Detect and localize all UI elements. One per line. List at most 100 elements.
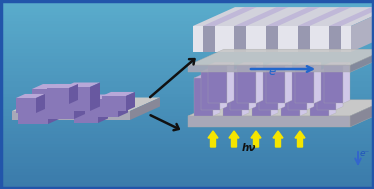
Bar bbox=[0, 41, 374, 44]
Polygon shape bbox=[266, 65, 285, 103]
Polygon shape bbox=[69, 84, 78, 104]
Polygon shape bbox=[237, 62, 263, 65]
Polygon shape bbox=[324, 65, 343, 103]
Polygon shape bbox=[230, 72, 249, 110]
Bar bbox=[0, 154, 374, 157]
Bar bbox=[0, 139, 374, 142]
Polygon shape bbox=[295, 65, 314, 103]
Bar bbox=[0, 183, 374, 186]
FancyArrow shape bbox=[229, 131, 239, 147]
Bar bbox=[0, 63, 374, 66]
Bar bbox=[0, 22, 374, 25]
Text: hν: hν bbox=[242, 143, 256, 153]
Polygon shape bbox=[252, 75, 278, 78]
Polygon shape bbox=[307, 69, 314, 110]
Bar bbox=[0, 107, 374, 110]
FancyArrow shape bbox=[251, 131, 261, 147]
Polygon shape bbox=[237, 65, 256, 103]
Polygon shape bbox=[90, 99, 118, 117]
Bar bbox=[0, 142, 374, 145]
Polygon shape bbox=[18, 100, 48, 124]
Polygon shape bbox=[16, 94, 45, 98]
Polygon shape bbox=[298, 26, 310, 52]
Polygon shape bbox=[230, 69, 256, 72]
Bar bbox=[0, 47, 374, 50]
Polygon shape bbox=[288, 69, 314, 72]
Bar bbox=[0, 60, 374, 63]
Polygon shape bbox=[64, 83, 100, 87]
Polygon shape bbox=[266, 26, 278, 52]
Bar bbox=[0, 9, 374, 13]
Bar bbox=[0, 91, 374, 94]
Polygon shape bbox=[329, 75, 336, 116]
Bar bbox=[0, 6, 374, 9]
Polygon shape bbox=[18, 95, 60, 100]
Bar bbox=[0, 148, 374, 151]
FancyArrow shape bbox=[208, 131, 218, 147]
Bar bbox=[0, 32, 374, 35]
Polygon shape bbox=[12, 111, 130, 120]
Bar bbox=[0, 53, 374, 57]
Bar bbox=[0, 176, 374, 180]
Polygon shape bbox=[256, 62, 263, 103]
Bar bbox=[0, 79, 374, 82]
Polygon shape bbox=[223, 78, 242, 116]
Polygon shape bbox=[329, 7, 374, 26]
Polygon shape bbox=[336, 69, 343, 110]
Polygon shape bbox=[281, 75, 307, 78]
Bar bbox=[0, 72, 374, 76]
Polygon shape bbox=[295, 62, 321, 65]
Polygon shape bbox=[234, 7, 288, 26]
Polygon shape bbox=[188, 49, 374, 65]
Polygon shape bbox=[223, 75, 249, 78]
Polygon shape bbox=[259, 72, 278, 110]
Bar bbox=[0, 82, 374, 85]
Polygon shape bbox=[213, 75, 220, 116]
Polygon shape bbox=[130, 98, 160, 120]
Polygon shape bbox=[47, 84, 78, 88]
Bar bbox=[0, 136, 374, 139]
Polygon shape bbox=[102, 92, 135, 96]
Polygon shape bbox=[126, 92, 135, 111]
Polygon shape bbox=[350, 49, 374, 72]
Bar bbox=[0, 66, 374, 69]
Polygon shape bbox=[242, 75, 249, 116]
Bar bbox=[0, 44, 374, 47]
Polygon shape bbox=[271, 75, 278, 116]
Polygon shape bbox=[48, 84, 85, 89]
Bar bbox=[0, 151, 374, 154]
Bar bbox=[0, 28, 374, 32]
Polygon shape bbox=[298, 7, 352, 26]
Polygon shape bbox=[343, 62, 350, 103]
Bar bbox=[0, 164, 374, 167]
Polygon shape bbox=[36, 94, 45, 113]
Polygon shape bbox=[47, 88, 69, 104]
Bar bbox=[0, 132, 374, 136]
Polygon shape bbox=[208, 65, 227, 103]
Bar bbox=[0, 85, 374, 88]
Polygon shape bbox=[12, 98, 160, 111]
Polygon shape bbox=[220, 69, 227, 110]
Polygon shape bbox=[16, 98, 36, 113]
Polygon shape bbox=[64, 87, 90, 111]
Bar bbox=[0, 170, 374, 173]
Polygon shape bbox=[32, 84, 75, 89]
Bar bbox=[0, 0, 374, 3]
Polygon shape bbox=[329, 26, 341, 52]
Polygon shape bbox=[288, 72, 307, 110]
Polygon shape bbox=[203, 7, 257, 26]
Polygon shape bbox=[48, 95, 60, 124]
Polygon shape bbox=[310, 78, 329, 116]
Polygon shape bbox=[300, 75, 307, 116]
Polygon shape bbox=[102, 96, 126, 111]
Polygon shape bbox=[188, 100, 374, 116]
Polygon shape bbox=[194, 78, 213, 116]
Polygon shape bbox=[259, 69, 285, 72]
Text: e⁻: e⁻ bbox=[360, 149, 370, 158]
Bar bbox=[0, 69, 374, 72]
Polygon shape bbox=[350, 100, 374, 127]
Bar bbox=[0, 50, 374, 53]
Polygon shape bbox=[90, 94, 128, 99]
Polygon shape bbox=[266, 7, 320, 26]
Polygon shape bbox=[317, 69, 343, 72]
